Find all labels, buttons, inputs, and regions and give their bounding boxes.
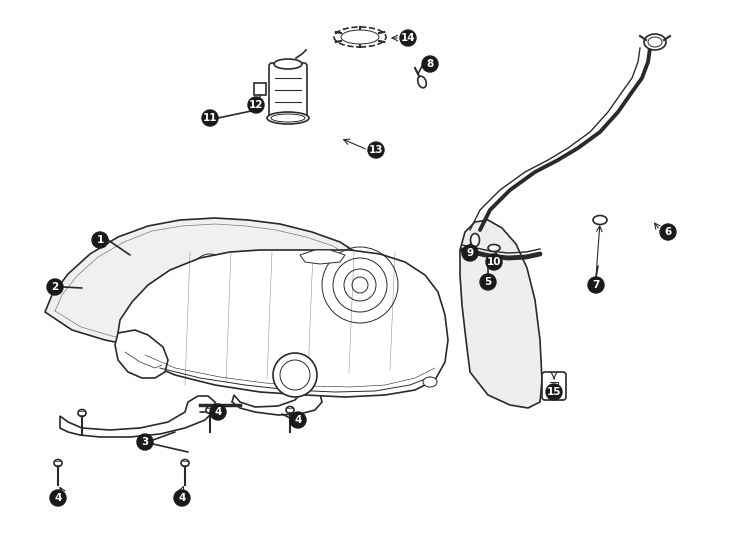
Circle shape xyxy=(174,490,190,506)
Ellipse shape xyxy=(418,76,426,88)
Bar xyxy=(370,288,380,296)
Text: 4: 4 xyxy=(214,407,222,417)
Circle shape xyxy=(486,254,502,270)
Circle shape xyxy=(47,279,63,295)
Bar xyxy=(370,268,380,276)
Ellipse shape xyxy=(78,409,86,416)
Ellipse shape xyxy=(181,460,189,467)
Text: 9: 9 xyxy=(466,248,473,258)
Text: 14: 14 xyxy=(401,33,415,43)
Circle shape xyxy=(280,360,310,390)
Ellipse shape xyxy=(644,34,666,50)
Text: 7: 7 xyxy=(592,280,600,290)
Ellipse shape xyxy=(334,27,386,47)
Text: 1: 1 xyxy=(96,235,103,245)
Ellipse shape xyxy=(423,377,437,387)
Ellipse shape xyxy=(470,233,479,246)
Circle shape xyxy=(368,142,384,158)
Circle shape xyxy=(273,353,317,397)
Circle shape xyxy=(588,277,604,293)
Bar xyxy=(254,83,266,95)
Text: 11: 11 xyxy=(203,113,217,123)
Ellipse shape xyxy=(488,245,500,252)
Ellipse shape xyxy=(54,460,62,467)
Polygon shape xyxy=(118,250,448,397)
Circle shape xyxy=(422,56,438,72)
Circle shape xyxy=(202,110,218,126)
Polygon shape xyxy=(300,250,345,264)
Ellipse shape xyxy=(593,215,607,225)
Circle shape xyxy=(192,254,228,290)
Polygon shape xyxy=(232,390,322,415)
Text: 10: 10 xyxy=(487,257,501,267)
Circle shape xyxy=(92,232,108,248)
Polygon shape xyxy=(60,396,215,437)
Text: 3: 3 xyxy=(142,437,148,447)
Circle shape xyxy=(50,490,66,506)
Text: 4: 4 xyxy=(54,493,62,503)
Circle shape xyxy=(400,30,416,46)
Circle shape xyxy=(546,384,562,400)
Circle shape xyxy=(462,245,478,261)
Text: 8: 8 xyxy=(426,59,434,69)
Polygon shape xyxy=(115,330,168,378)
Text: 5: 5 xyxy=(484,277,492,287)
Ellipse shape xyxy=(286,407,294,414)
Text: 2: 2 xyxy=(51,282,59,292)
Circle shape xyxy=(660,224,676,240)
Circle shape xyxy=(480,274,496,290)
Text: 4: 4 xyxy=(294,415,302,425)
Circle shape xyxy=(137,434,153,450)
Text: 13: 13 xyxy=(368,145,383,155)
Bar xyxy=(370,311,380,319)
Circle shape xyxy=(290,412,306,428)
Text: 6: 6 xyxy=(664,227,672,237)
Circle shape xyxy=(210,404,226,420)
FancyBboxPatch shape xyxy=(542,372,566,400)
Polygon shape xyxy=(45,218,378,353)
Text: 4: 4 xyxy=(178,493,186,503)
Circle shape xyxy=(248,97,264,113)
Polygon shape xyxy=(460,220,542,408)
Ellipse shape xyxy=(274,59,302,69)
FancyBboxPatch shape xyxy=(269,63,307,121)
Text: 12: 12 xyxy=(249,100,264,110)
Ellipse shape xyxy=(267,112,309,124)
Ellipse shape xyxy=(206,407,214,414)
Text: 15: 15 xyxy=(547,387,562,397)
